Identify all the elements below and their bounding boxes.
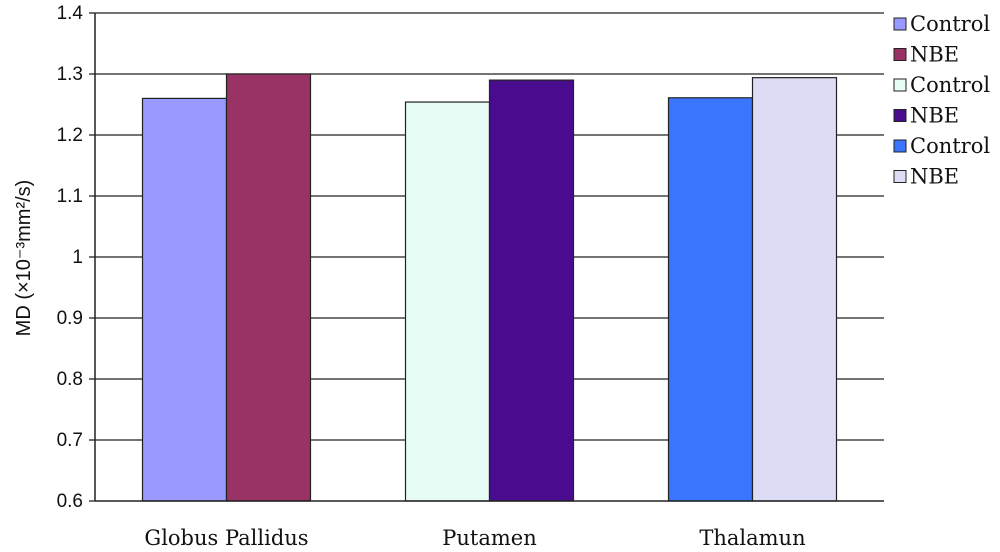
legend-swatch: [893, 139, 907, 153]
bar-globus-pallidus-control: [141, 97, 228, 502]
legend-label: NBE: [910, 43, 959, 67]
axes: [94, 13, 884, 502]
legend-label: NBE: [910, 165, 959, 189]
y-tick-label: 1.1: [57, 186, 83, 207]
y-tick-label: 0.7: [57, 430, 83, 451]
y-tick-label: 1.4: [57, 3, 84, 24]
y-tick-label: 0.9: [57, 308, 83, 329]
legend-swatch: [893, 109, 907, 122]
category-label: Putamen: [442, 526, 536, 550]
bar-thalamun-nbe: [751, 77, 838, 502]
y-tick-label: 1.2: [57, 125, 83, 146]
legend-swatch: [893, 78, 907, 92]
bars: [141, 73, 838, 502]
y-tick-labels: 0.6 0.7 0.8 0.9 1 1.1 1.2 1.3 1.4: [57, 3, 84, 512]
y-tick-label: 1.3: [57, 64, 83, 85]
category-labels: Globus Pallidus Putamen Thalamun: [144, 526, 805, 550]
bar-putamen-control: [404, 101, 491, 502]
legend-label: Control: [910, 134, 990, 158]
legend-swatch: [893, 170, 907, 183]
legend-label: NBE: [910, 104, 959, 128]
legend-swatch: [893, 17, 907, 31]
legend: Control NBE Control NBE Control NBE: [893, 12, 990, 189]
legend-label: Control: [910, 12, 990, 36]
legend-label: Control: [910, 73, 990, 97]
y-tick-label: 1: [72, 247, 83, 268]
bar-globus-pallidus-nbe: [225, 73, 312, 502]
y-axis-label: MD (×10⁻³mm²/s): [13, 180, 35, 337]
y-tick-label: 0.8: [57, 369, 83, 390]
category-label: Globus Pallidus: [144, 526, 308, 550]
bar-thalamun-control: [667, 97, 754, 502]
category-label: Thalamun: [699, 526, 805, 550]
bar-putamen-nbe: [488, 79, 575, 502]
legend-swatch: [893, 48, 907, 61]
y-tick-label: 0.6: [57, 491, 83, 512]
